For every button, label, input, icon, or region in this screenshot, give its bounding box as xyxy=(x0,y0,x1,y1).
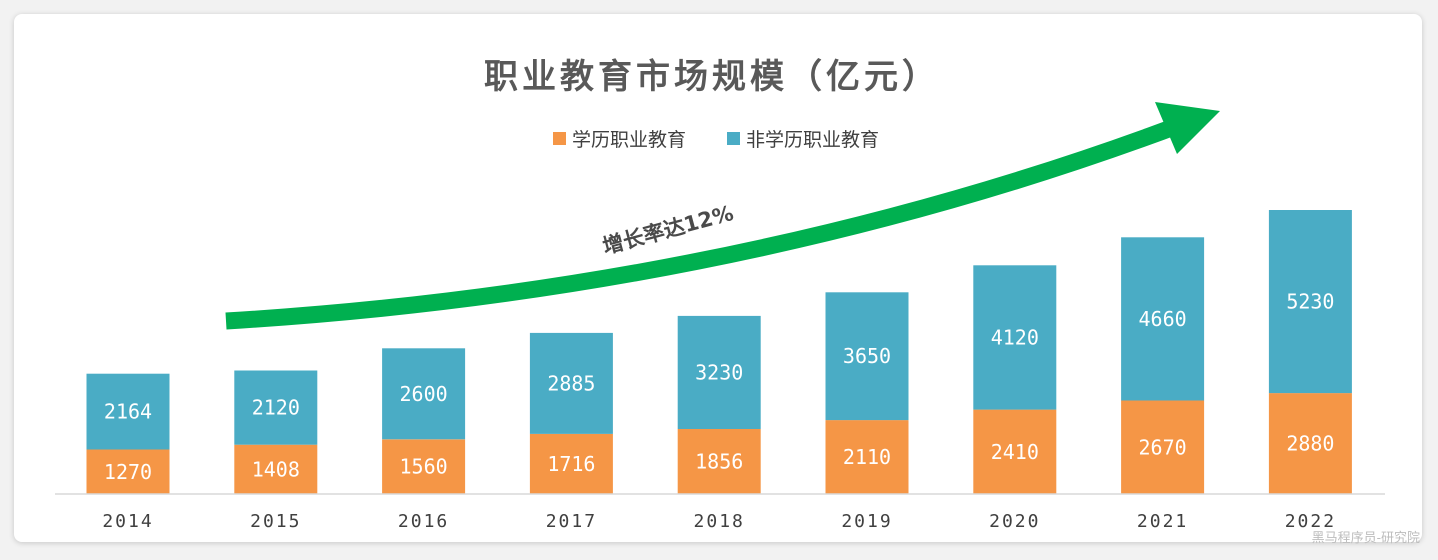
growth-arrow-shaft xyxy=(225,116,1185,330)
data-label-2017-series-1: 2885 xyxy=(547,371,595,395)
data-label-2014-series-1: 2164 xyxy=(104,400,152,424)
bar-2014-series-1 xyxy=(86,373,170,450)
data-label-2016-series-1: 2600 xyxy=(400,382,448,406)
bar-2016-series-0 xyxy=(382,439,466,494)
growth-arrow: 增长率达12% xyxy=(225,102,1220,330)
x-tick-label-2017: 2017 xyxy=(546,511,597,532)
bar-2022-series-1 xyxy=(1268,210,1352,394)
data-label-2022-series-1: 5230 xyxy=(1286,290,1334,314)
x-tick-label-2021: 2021 xyxy=(1137,511,1188,532)
legend-label-0: 学历职业教育 xyxy=(572,129,686,151)
x-tick-label-2020: 2020 xyxy=(989,511,1040,532)
bar-2020-series-1 xyxy=(973,265,1057,410)
bar-2018-series-0 xyxy=(677,429,761,494)
data-label-2020-series-0: 2410 xyxy=(991,440,1039,464)
data-label-2019-series-1: 3650 xyxy=(843,344,891,368)
bar-2016-series-1 xyxy=(382,348,466,440)
x-axis-ticks: 2014 2015 2016 2017 2018 2019 2020 2021 2022 xyxy=(102,511,1336,532)
bar-2022-series-0 xyxy=(1268,393,1352,494)
data-label-2018-series-1: 3230 xyxy=(695,361,743,385)
bar-2015-series-1 xyxy=(234,370,318,445)
bar-2014-series-0 xyxy=(86,449,170,494)
legend-swatch-0 xyxy=(553,132,566,145)
data-label-2021-series-1: 4660 xyxy=(1139,307,1187,331)
bar-2021-series-1 xyxy=(1121,237,1205,401)
bar-2021-series-0 xyxy=(1121,400,1205,494)
bar-2017-series-1 xyxy=(529,332,613,434)
bar-2019-series-1 xyxy=(825,292,909,421)
data-label-2015-series-1: 2120 xyxy=(252,396,300,420)
legend-label-1: 非学历职业教育 xyxy=(746,129,879,151)
data-label-2022-series-0: 2880 xyxy=(1286,432,1334,456)
x-tick-label-2022: 2022 xyxy=(1285,511,1336,532)
bar-2019-series-0 xyxy=(825,420,909,494)
bar-2018-series-1 xyxy=(677,315,761,429)
bar-2020-series-0 xyxy=(973,409,1057,494)
data-label-2020-series-1: 4120 xyxy=(991,326,1039,350)
legend-swatch-1 xyxy=(727,132,740,145)
x-tick-label-2014: 2014 xyxy=(102,511,153,532)
bars-group: 1270 2164 1408 2120 1560 2600 1716 2885 1856 3230… xyxy=(86,210,1352,494)
x-tick-label-2018: 2018 xyxy=(694,511,745,532)
chart-title: 职业教育市场规模（亿元） xyxy=(484,57,940,97)
legend: 学历职业教育 非学历职业教育 xyxy=(553,129,879,151)
data-label-2017-series-0: 1716 xyxy=(547,452,595,476)
x-tick-label-2015: 2015 xyxy=(250,511,301,532)
x-tick-label-2019: 2019 xyxy=(841,511,892,532)
data-label-2019-series-0: 2110 xyxy=(843,445,891,469)
data-label-2021-series-0: 2670 xyxy=(1139,435,1187,459)
bar-2015-series-0 xyxy=(234,444,318,494)
data-label-2014-series-0: 1270 xyxy=(104,460,152,484)
growth-arrow-head xyxy=(1155,102,1220,154)
x-tick-label-2016: 2016 xyxy=(398,511,449,532)
data-label-2016-series-0: 1560 xyxy=(400,455,448,479)
bar-2017-series-0 xyxy=(529,433,613,494)
data-label-2015-series-0: 1408 xyxy=(252,457,300,481)
watermark-text: 黑马程序员-研究院 xyxy=(1311,531,1420,546)
data-label-2018-series-0: 1856 xyxy=(695,450,743,474)
